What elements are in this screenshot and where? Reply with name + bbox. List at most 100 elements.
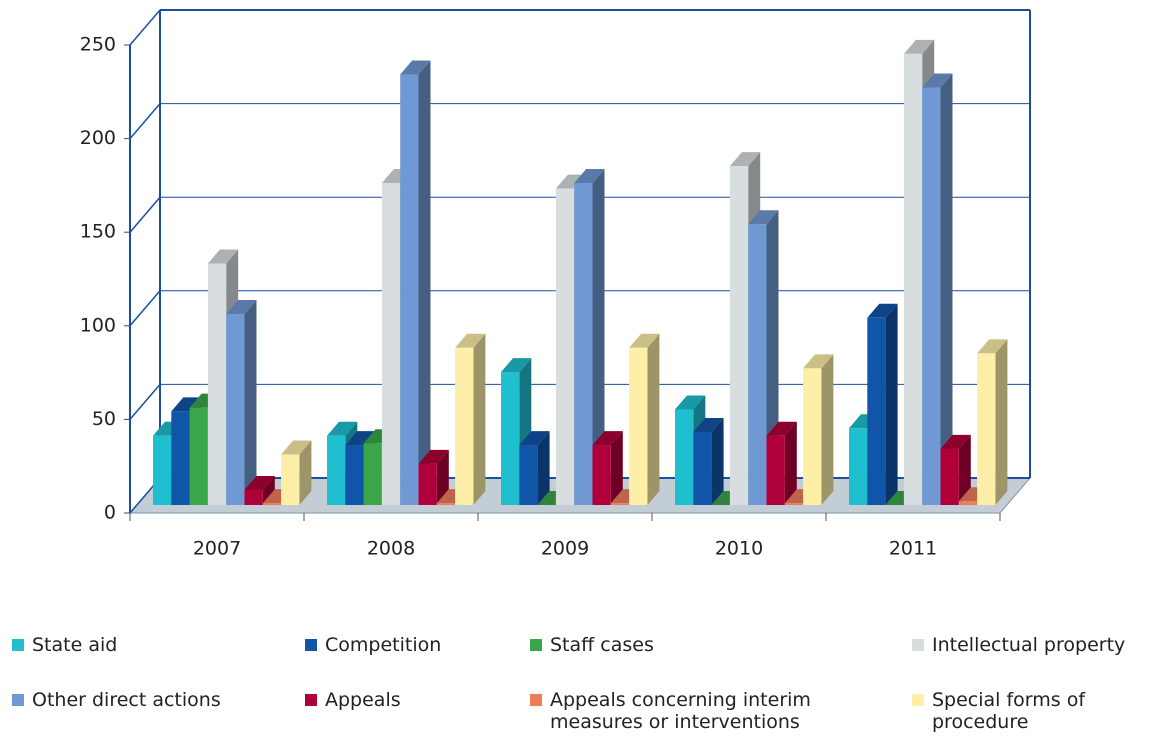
grid-line-side [129, 383, 161, 420]
bar-front [400, 74, 419, 505]
bar-front [849, 428, 868, 505]
y-tick-label: 100 [80, 314, 116, 336]
bar-front [610, 503, 630, 505]
bar-top [171, 397, 202, 412]
legend-swatch [912, 639, 924, 651]
bar-front [555, 188, 575, 505]
legend-swatch [530, 694, 542, 706]
bar [803, 354, 834, 505]
bar-front [363, 443, 382, 505]
bar [244, 476, 275, 505]
bar-front [940, 448, 959, 505]
bar-top [977, 339, 1008, 354]
bar-front [977, 353, 996, 505]
bar-top [803, 354, 834, 369]
bar-front [784, 503, 804, 505]
bar-top [729, 152, 761, 167]
bar-front [244, 490, 263, 505]
bar [226, 300, 257, 505]
y-tick-label: 50 [92, 408, 116, 430]
bar [519, 431, 550, 505]
bar-front [262, 503, 282, 505]
bar-front [958, 501, 978, 505]
bar-side [885, 303, 898, 505]
bar-top [501, 358, 532, 373]
bar-front [189, 407, 208, 505]
bar-front [418, 463, 437, 505]
bar [867, 303, 898, 505]
bar-front [207, 263, 227, 505]
bar-front [574, 183, 593, 506]
legend-item: Staff cases [530, 634, 870, 656]
bar [592, 431, 623, 505]
legend-label: Staff cases [550, 634, 654, 656]
bar-front [281, 454, 300, 505]
x-tick-label: 2010 [715, 538, 763, 560]
legend-item: State aid [12, 634, 282, 656]
bar-side [436, 449, 449, 505]
grid-line-side [129, 9, 161, 46]
bar-front [867, 317, 886, 505]
bar-top [629, 333, 660, 348]
bar-side [784, 421, 797, 505]
y-tick-label: 200 [80, 127, 116, 149]
bar-top [940, 434, 971, 449]
bar-top [207, 249, 239, 264]
bar-top [519, 431, 550, 446]
bar-front [903, 53, 923, 506]
bar-side [244, 300, 257, 505]
bar-front [327, 435, 346, 505]
bar-side [610, 431, 623, 505]
legend-label: Intellectual property [932, 634, 1126, 656]
bar-side [537, 431, 550, 505]
grid-line-side [129, 196, 161, 233]
bar-side [592, 169, 605, 506]
bar-front [693, 431, 712, 505]
bar-front [226, 314, 245, 505]
bar-front [629, 347, 648, 505]
bar-top [574, 169, 605, 184]
bar-side [940, 73, 953, 505]
bar-front [729, 166, 749, 505]
bar-top [244, 476, 275, 491]
bar [455, 333, 486, 505]
grid-line-side [129, 103, 161, 140]
bar [281, 440, 312, 505]
grid-line-side [129, 290, 161, 327]
x-tick-label: 2011 [889, 538, 937, 560]
bar-front [766, 435, 785, 505]
bar [629, 333, 660, 505]
x-tick-label: 2007 [193, 538, 241, 560]
legend-label: Other direct actions [32, 689, 221, 711]
bar-top [592, 431, 623, 446]
bar-front [381, 183, 401, 506]
bar-front [592, 445, 611, 505]
bar-top [327, 421, 358, 436]
bar-top [345, 431, 376, 446]
bar-front [519, 445, 538, 505]
bar-side [262, 476, 275, 505]
bar-top [867, 303, 898, 318]
bar-front [171, 411, 190, 505]
x-tick-label: 2008 [367, 538, 415, 560]
bar-front [455, 347, 474, 505]
legend-item: Appeals [305, 689, 515, 711]
bar-front [501, 372, 520, 505]
legend-label: Appeals concerning interim measures or i… [550, 689, 811, 733]
bar [574, 169, 605, 506]
bar-side [711, 417, 724, 505]
bar-side [299, 440, 312, 505]
bar [418, 449, 449, 505]
bar-front [675, 409, 694, 505]
x-tick-label: 2009 [541, 538, 589, 560]
legend-label: Competition [325, 634, 442, 656]
legend-item: Special forms of procedure [912, 689, 1102, 733]
bar [400, 60, 431, 505]
bar [922, 73, 953, 505]
bar-side [821, 354, 834, 505]
legend-item: Competition [305, 634, 515, 656]
bar-side [473, 333, 486, 505]
legend-swatch [912, 694, 924, 706]
bar-front [153, 435, 172, 505]
